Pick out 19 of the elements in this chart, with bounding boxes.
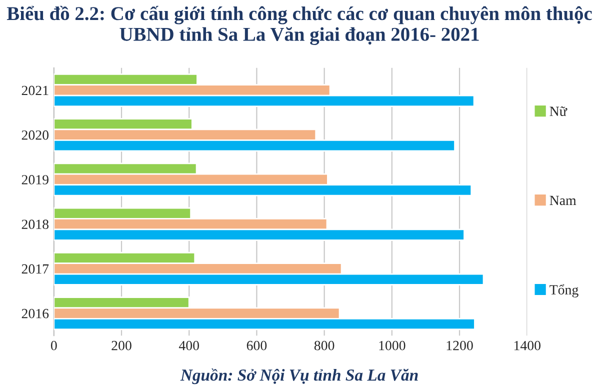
chart-title: Biểu đồ 2.2: Cơ cấu giới tính công chức các cơ quan chuyên môn thuộc UBND tỉnh Sa La Văn giai đoạn 2016- 2021 bbox=[6, 6, 592, 45]
x-tick-label: 1400 bbox=[514, 340, 540, 350]
text: Nguồn: Sở Nội Vụ tỉnh Sa La Văn bbox=[180, 368, 418, 384]
x-tick-label: 1200 bbox=[446, 340, 473, 350]
x-tick-label: 200 bbox=[112, 340, 132, 350]
legend-label: Nữ bbox=[550, 106, 568, 116]
y-tick-label: 2021 bbox=[22, 86, 48, 96]
legend-label: Tổng bbox=[550, 284, 578, 298]
legend-label: Nam bbox=[550, 196, 576, 206]
y-tick-label: 2018 bbox=[22, 220, 49, 230]
y-tick-label: 2020 bbox=[22, 130, 49, 140]
y-tick-label: 2019 bbox=[22, 175, 48, 184]
x-tick-label: 0 bbox=[50, 340, 57, 350]
y-tick-label: 2016 bbox=[22, 308, 49, 318]
x-tick-label: 600 bbox=[246, 340, 267, 350]
x-tick-label: 400 bbox=[178, 340, 199, 350]
x-tick-label: 1000 bbox=[379, 340, 406, 350]
y-tick-label: 2017 bbox=[22, 264, 49, 274]
x-tick-label: 800 bbox=[314, 340, 334, 350]
